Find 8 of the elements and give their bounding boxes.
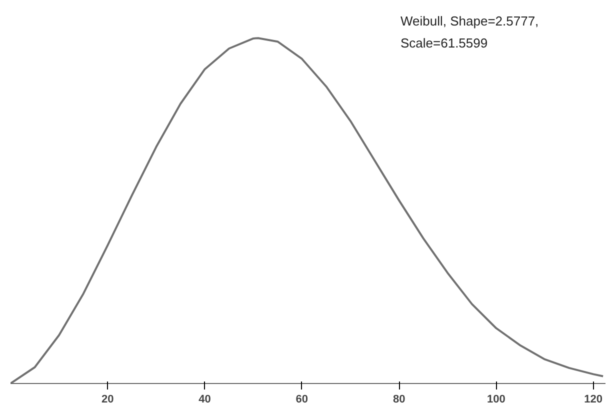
x-tick-label: 20 [102,394,114,405]
x-tick-label: 40 [198,394,211,405]
x-tick-label: 60 [296,394,308,405]
annotation: Scale=61.5599 [400,36,488,50]
x-tick-label: 100 [487,394,506,405]
text: Weibull, Shape=2.5777, [400,14,539,28]
x-tick-label: 120 [584,394,603,405]
x-tick-label: 80 [392,394,406,405]
